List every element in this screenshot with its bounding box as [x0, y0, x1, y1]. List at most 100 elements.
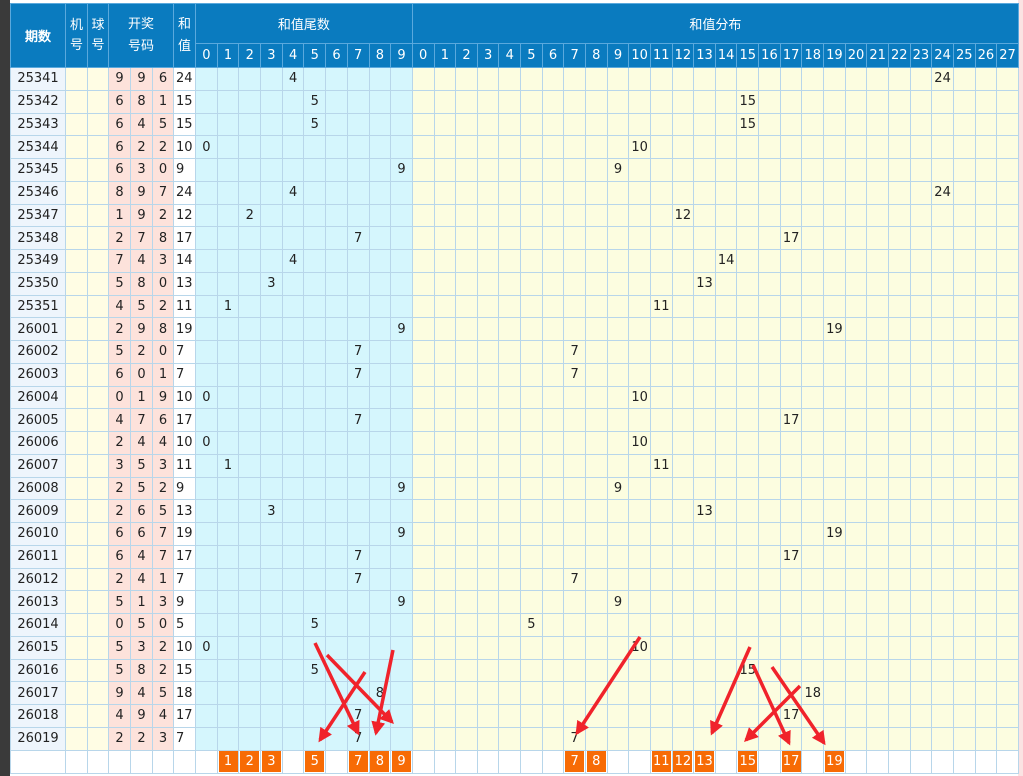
tail-cell [281, 89, 305, 114]
dist-cell [779, 726, 803, 751]
tail-cell [195, 453, 218, 478]
table-row: 26019 2 2 3 7 7 7 [10, 726, 1019, 751]
ball-cell [87, 567, 109, 592]
selected-sum[interactable]: 7 [565, 751, 585, 772]
dist-cell [476, 340, 500, 364]
dist-cell [931, 408, 954, 432]
dist-cell [844, 681, 868, 705]
table-row: 26005 4 7 6 17 7 17 [10, 408, 1019, 432]
dist-cell [801, 385, 825, 410]
dist-cell [909, 635, 933, 660]
selected-sum[interactable]: 11 [651, 751, 671, 772]
tail-hit: 1 [216, 453, 240, 478]
dist-cell [996, 408, 1019, 432]
blank-cell [87, 749, 109, 774]
dist-cell [498, 726, 522, 751]
dist-cell [649, 249, 673, 273]
selected-sum[interactable]: 19 [824, 751, 844, 772]
dist-cell [693, 203, 716, 228]
dist-cell [520, 158, 543, 182]
dist-cell [758, 135, 781, 159]
tail-col-header: 9 [390, 43, 413, 68]
dist-cell [952, 158, 976, 182]
dist-cell [866, 362, 889, 387]
dist-cell [758, 362, 781, 387]
period-cell: 25343 [10, 112, 66, 137]
dist-select-cell [498, 749, 522, 774]
dist-cell [411, 203, 435, 228]
digit-cell: 7 [152, 522, 174, 546]
tail-cell [260, 203, 283, 228]
tail-cell [346, 658, 370, 683]
tail-cell [238, 658, 262, 683]
selected-sum[interactable]: 17 [781, 751, 801, 772]
tail-hit: 7 [346, 704, 370, 728]
selected-sum[interactable]: 12 [673, 751, 693, 772]
dist-cell [974, 67, 998, 91]
dist-cell [714, 226, 738, 250]
dist-cell [671, 613, 695, 637]
dist-cell [433, 294, 457, 319]
tail-cell [195, 180, 218, 205]
dist-col-header: 6 [541, 43, 565, 68]
selected-tail[interactable]: 3 [261, 751, 281, 772]
dist-cell [671, 67, 695, 91]
dist-cell [714, 567, 738, 592]
dist-cell [476, 704, 500, 728]
dist-cell [909, 658, 933, 683]
period-cell: 26014 [10, 613, 66, 637]
selected-tail[interactable]: 5 [305, 751, 325, 772]
tail-cell [346, 203, 370, 228]
table-row: 26011 6 4 7 17 7 17 [10, 544, 1019, 569]
dist-hit: 17 [779, 226, 803, 250]
dist-cell [823, 203, 846, 228]
tail-cell [390, 408, 413, 432]
selected-tail[interactable]: 7 [348, 751, 368, 772]
dist-cell [736, 226, 760, 250]
dist-cell [779, 499, 803, 523]
dist-cell [801, 613, 825, 637]
dist-cell [844, 203, 868, 228]
dist-cell [455, 340, 478, 364]
dist-cell [541, 453, 565, 478]
dist-cell [563, 385, 586, 410]
tail-cell [260, 726, 283, 751]
tail-cell [325, 726, 348, 751]
dist-cell [628, 522, 651, 546]
dist-cell [801, 567, 825, 592]
selected-tail[interactable]: 2 [240, 751, 260, 772]
machine-cell [65, 613, 88, 637]
dist-cell [996, 362, 1019, 387]
tail-cell [368, 613, 392, 637]
dist-cell [671, 704, 695, 728]
table-row: 26001 2 9 8 19 9 19 [10, 317, 1019, 341]
tail-cell [195, 476, 218, 501]
selected-sum[interactable]: 8 [586, 751, 606, 772]
digit-cell: 2 [130, 726, 153, 751]
dist-cell [671, 681, 695, 705]
header-period[interactable]: 期数 [10, 3, 66, 68]
dist-cell [974, 635, 998, 660]
tail-cell [216, 158, 240, 182]
tail-cell [281, 613, 305, 637]
left-edge [0, 0, 10, 776]
selected-sum[interactable]: 15 [738, 751, 758, 772]
dist-cell [411, 385, 435, 410]
selected-sum[interactable]: 13 [695, 751, 715, 772]
dist-cell [476, 476, 500, 501]
dist-cell [433, 249, 457, 273]
dist-cell [779, 317, 803, 341]
selected-tail[interactable]: 1 [218, 751, 238, 772]
dist-cell [844, 385, 868, 410]
dist-cell [541, 158, 565, 182]
dist-cell [628, 67, 651, 91]
dist-cell [887, 203, 911, 228]
dist-cell [909, 158, 933, 182]
dist-select-cell [520, 749, 543, 774]
dist-cell [952, 249, 976, 273]
dist-cell [996, 590, 1019, 614]
dist-cell [498, 499, 522, 523]
dist-cell [758, 112, 781, 137]
selected-tail[interactable]: 8 [370, 751, 390, 772]
selected-tail[interactable]: 9 [392, 751, 412, 772]
